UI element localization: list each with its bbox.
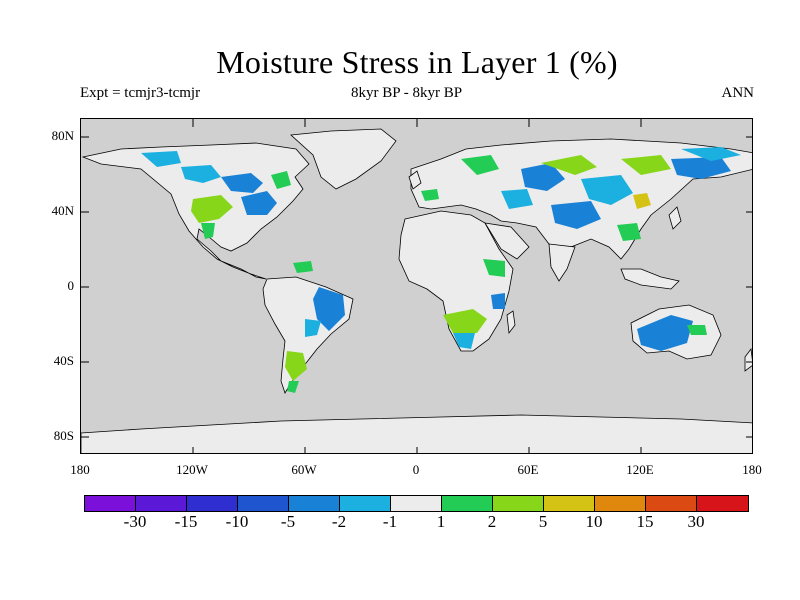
lat-label-0: 0 bbox=[67, 278, 75, 293]
lat-label-40s: 40S bbox=[53, 353, 74, 368]
greenland bbox=[290, 128, 397, 190]
patch-au-1 bbox=[637, 315, 693, 351]
patch-na-1 bbox=[221, 173, 263, 193]
antarctica bbox=[81, 414, 752, 453]
colorbar-label: -1 bbox=[382, 512, 398, 531]
patch-na-3 bbox=[191, 195, 233, 223]
patch-sa-5 bbox=[293, 261, 313, 273]
colorbar-label: 2 bbox=[487, 512, 497, 531]
colorbar-box bbox=[85, 496, 136, 511]
madagascar bbox=[506, 310, 516, 335]
patch-au-2 bbox=[687, 325, 707, 335]
colorbar-box bbox=[136, 496, 187, 511]
patch-na-5 bbox=[241, 191, 277, 215]
colorbar-box bbox=[238, 496, 289, 511]
map-title: Moisture Stress in Layer 1 (%) bbox=[216, 44, 618, 80]
colorbar-label: -2 bbox=[331, 512, 347, 531]
patch-eu-10 bbox=[501, 189, 533, 209]
colorbar-box bbox=[340, 496, 391, 511]
lat-label-80s: 80S bbox=[53, 428, 74, 443]
patch-af-1 bbox=[443, 309, 487, 333]
colorbar-label: 1 bbox=[436, 512, 446, 531]
colorbar-label: 10 bbox=[585, 512, 603, 531]
patch-sa-2 bbox=[305, 319, 321, 337]
patch-eu-5 bbox=[621, 155, 671, 175]
map-panel bbox=[80, 118, 753, 454]
lon-label-180e: 180 bbox=[742, 462, 762, 477]
colorbar-box bbox=[289, 496, 340, 511]
patch-eu-6 bbox=[671, 157, 731, 179]
colorbar-label: -10 bbox=[225, 512, 249, 531]
lon-label-120e: 120E bbox=[626, 462, 654, 477]
india bbox=[548, 243, 576, 282]
colorbar-box bbox=[391, 496, 442, 511]
new-zealand bbox=[744, 347, 752, 372]
patch-eu-8 bbox=[633, 193, 651, 209]
colorbar-box bbox=[646, 496, 697, 511]
colorbar-label: 5 bbox=[538, 512, 548, 531]
patch-na-7 bbox=[141, 151, 181, 167]
patch-sa-4 bbox=[287, 381, 299, 393]
period-label: 8kyr BP - 8kyr BP bbox=[351, 85, 463, 101]
lon-label-180w: 180 bbox=[70, 462, 90, 477]
british-isles bbox=[408, 170, 422, 190]
patch-af-3 bbox=[483, 259, 505, 277]
colorbar-box bbox=[442, 496, 493, 511]
lon-label-60e: 60E bbox=[517, 462, 539, 477]
lon-label-60w: 60W bbox=[291, 462, 317, 477]
arabia bbox=[484, 222, 530, 260]
patch-af-4 bbox=[491, 293, 505, 309]
patch-eu-4 bbox=[581, 175, 633, 205]
patch-eu-12 bbox=[681, 147, 741, 161]
colorbar-box bbox=[544, 496, 595, 511]
lat-label-80n: 80N bbox=[51, 128, 74, 143]
africa bbox=[398, 210, 514, 352]
patch-eu-7 bbox=[551, 201, 601, 229]
colorbar-label: 15 bbox=[636, 512, 654, 531]
patch-eu-9 bbox=[617, 223, 641, 241]
japan bbox=[668, 206, 682, 230]
experiment-label: Expt = tcmjr3-tcmjr bbox=[80, 85, 201, 101]
season-label: ANN bbox=[721, 85, 755, 101]
colorbar-box bbox=[697, 496, 748, 511]
lon-label-0: 0 bbox=[412, 462, 420, 477]
lon-label-120w: 120W bbox=[176, 462, 208, 477]
colorbar-label: -5 bbox=[280, 512, 296, 531]
patch-sa-3 bbox=[285, 351, 307, 381]
indonesia bbox=[620, 268, 680, 290]
colorbar-label: 30 bbox=[687, 512, 705, 531]
colorbar-label: -15 bbox=[174, 512, 198, 531]
colorbar-box bbox=[595, 496, 646, 511]
patch-sa-1 bbox=[313, 287, 345, 331]
lat-label-40n: 40N bbox=[51, 203, 74, 218]
colorbar-label: -30 bbox=[123, 512, 147, 531]
patch-na-4 bbox=[201, 223, 215, 239]
anomaly-patches bbox=[141, 147, 741, 393]
colorbar bbox=[84, 495, 749, 512]
patch-eu-11 bbox=[421, 189, 439, 201]
colorbar-box bbox=[187, 496, 238, 511]
patch-af-2 bbox=[453, 333, 475, 349]
world-map bbox=[81, 119, 752, 453]
patch-eu-2 bbox=[521, 163, 565, 191]
colorbar-box bbox=[493, 496, 544, 511]
patch-eu-1 bbox=[461, 155, 499, 175]
frame-ticks bbox=[81, 119, 752, 453]
patch-na-2 bbox=[181, 165, 221, 183]
patch-eu-3 bbox=[541, 155, 597, 175]
patch-na-6 bbox=[271, 171, 291, 189]
